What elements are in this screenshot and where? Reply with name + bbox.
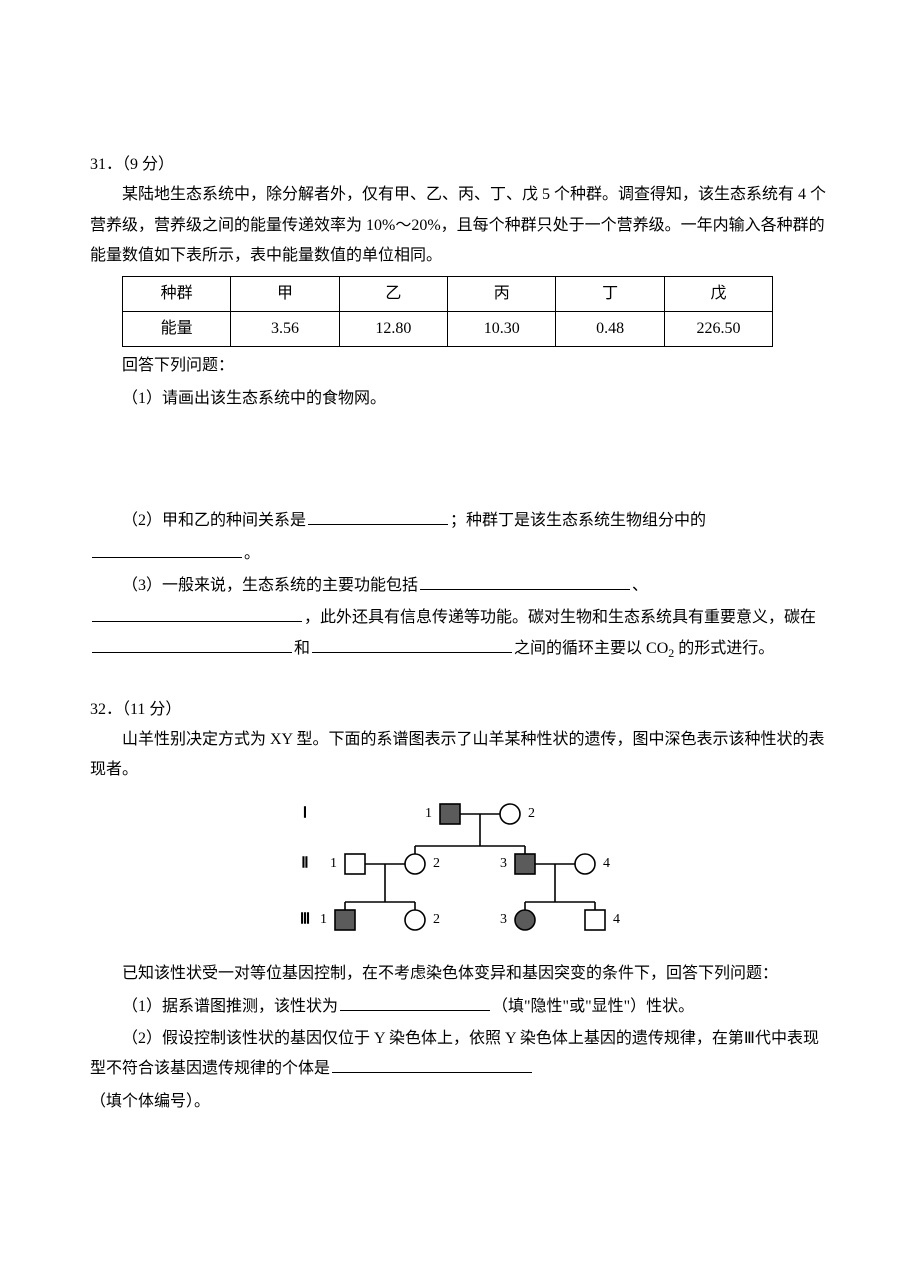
svg-text:4: 4	[613, 912, 620, 927]
q32-part1: （1）据系谱图推测，该性状为 （填"隐性"或"显性"）性状。	[90, 992, 830, 1022]
blank-line	[312, 636, 512, 653]
svg-text:2: 2	[433, 856, 440, 871]
blank-line	[420, 573, 630, 590]
svg-text:4: 4	[603, 856, 610, 871]
table-cell: 226.50	[664, 311, 772, 346]
svg-text:3: 3	[500, 912, 507, 927]
svg-text:Ⅱ: Ⅱ	[301, 855, 308, 871]
text: 。	[244, 545, 260, 562]
table-cell: 0.48	[556, 311, 664, 346]
q32-intro: 山羊性别决定方式为 XY 型。下面的系谱图表示了山羊某种性状的遗传，图中深色表示…	[90, 725, 830, 786]
food-web-blank-area	[90, 416, 830, 506]
text: （填"隐性"或"显性"）性状。	[492, 998, 694, 1015]
q31-number: 31．（9 分）	[90, 150, 830, 180]
svg-text:2: 2	[528, 806, 535, 821]
blank-line	[308, 508, 448, 525]
svg-text:Ⅰ: Ⅰ	[303, 805, 307, 821]
q31-part2-cont: 。	[90, 539, 830, 569]
q31-part3-line1: （3）一般来说，生态系统的主要功能包括 、	[90, 571, 830, 601]
q31-part1: （1）请画出该生态系统中的食物网。	[90, 384, 830, 414]
table-cell: 种群	[123, 276, 231, 311]
pedigree-figure: ⅠⅡⅢ1212341234	[90, 792, 830, 953]
table-cell: 甲	[231, 276, 339, 311]
q31-part3-line2: ，此外还具有信息传递等功能。碳对生物和生态系统具有重要意义，碳在和 之间的循环主要…	[90, 603, 830, 664]
svg-text:2: 2	[433, 912, 440, 927]
svg-text:Ⅲ: Ⅲ	[300, 911, 310, 927]
text: 和	[294, 640, 310, 657]
table-cell: 3.56	[231, 311, 339, 346]
q32-number: 32．（11 分）	[90, 695, 830, 725]
table-cell: 能量	[123, 311, 231, 346]
table-cell: 乙	[339, 276, 447, 311]
svg-text:1: 1	[330, 856, 337, 871]
svg-text:1: 1	[425, 806, 432, 821]
q31-part2: （2）甲和乙的种间关系是 ；种群丁是该生态系统生物组分中的	[90, 506, 830, 536]
table-cell: 丙	[448, 276, 556, 311]
table-row-values: 能量 3.56 12.80 10.30 0.48 226.50	[123, 311, 773, 346]
q31-intro: 某陆地生态系统中，除分解者外，仅有甲、乙、丙、丁、戊 5 个种群。调查得知，该生…	[90, 180, 830, 271]
q32-part2-line1: （2）假设控制该性状的基因仅位于 Y 染色体上，依照 Y 染色体上基因的遗传规律…	[90, 1024, 830, 1085]
table-cell: 丁	[556, 276, 664, 311]
blank-line	[340, 994, 490, 1011]
text: （2）甲和乙的种间关系是	[122, 512, 306, 529]
blank-line	[92, 605, 302, 622]
table-cell: 12.80	[339, 311, 447, 346]
q32-mid: 已知该性状受一对等位基因控制，在不考虑染色体变异和基因突变的条件下，回答下列问题…	[90, 959, 830, 989]
q31-after-table: 回答下列问题：	[90, 351, 830, 381]
table-row-header: 种群 甲 乙 丙 丁 戊	[123, 276, 773, 311]
text: ；种群丁是该生态系统生物组分中的	[450, 512, 706, 529]
svg-text:3: 3	[500, 856, 507, 871]
svg-text:1: 1	[320, 912, 327, 927]
blank-line	[332, 1056, 532, 1073]
q32-part2-line2: （填个体编号）。	[90, 1087, 830, 1117]
blank-line	[92, 636, 292, 653]
q31-energy-table: 种群 甲 乙 丙 丁 戊 能量 3.56 12.80 10.30 0.48 22…	[122, 276, 773, 348]
text: 、	[632, 577, 648, 594]
table-cell: 戊	[664, 276, 772, 311]
text: （1）据系谱图推测，该性状为	[122, 998, 338, 1015]
text: ，此外还具有信息传递等功能。碳对生物和生态系统具有重要意义，碳在	[304, 609, 816, 626]
text: 之间的循环主要以 CO	[514, 640, 668, 657]
text: （3）一般来说，生态系统的主要功能包括	[122, 577, 418, 594]
table-cell: 10.30	[448, 311, 556, 346]
blank-line	[92, 541, 242, 558]
text: 的形式进行。	[674, 640, 774, 657]
